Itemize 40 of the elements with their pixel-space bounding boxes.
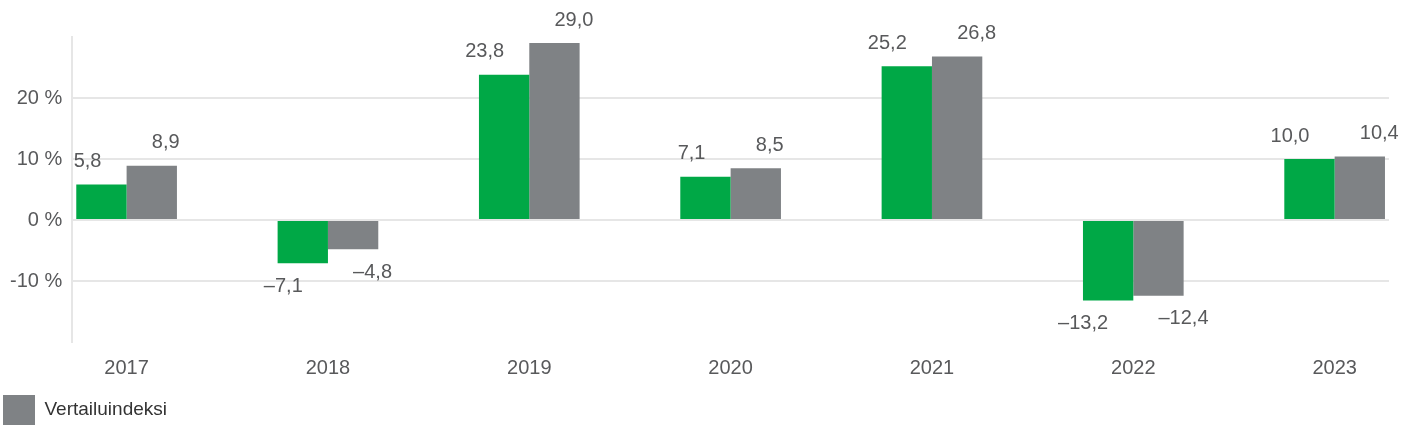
- x-tick-label: 2023: [1312, 355, 1357, 378]
- bar: [730, 168, 781, 219]
- bar: [76, 184, 127, 219]
- bar: [1334, 156, 1385, 219]
- bar: [1133, 221, 1184, 296]
- data-label: 23,8: [465, 39, 505, 62]
- bar: [478, 74, 530, 219]
- bar: [126, 165, 177, 219]
- data-label: 5,8: [73, 149, 102, 172]
- x-tick-label: 2022: [1111, 355, 1156, 378]
- x-tick-label: 2018: [305, 355, 351, 378]
- data-label: 10,4: [1359, 121, 1399, 144]
- bar: [277, 221, 328, 264]
- data-label: 26,8: [957, 21, 997, 44]
- data-label: –7,1: [263, 273, 303, 296]
- data-label: 10,0: [1270, 123, 1310, 146]
- bar: [1284, 159, 1335, 219]
- data-label: 7,1: [677, 141, 706, 164]
- data-label: 8,5: [755, 132, 784, 155]
- bar: [881, 66, 932, 219]
- data-label: 29,0: [554, 7, 594, 30]
- data-label: –12,4: [1158, 306, 1209, 329]
- y-tick-label: 0 %: [27, 207, 63, 230]
- bar: [680, 176, 731, 219]
- data-label: –4,8: [353, 259, 393, 282]
- x-tick-label: 2020: [708, 355, 753, 378]
- y-tick-label: 20 %: [16, 85, 63, 108]
- x-tick-label: 2017: [104, 355, 149, 378]
- bar: [529, 43, 580, 219]
- data-label: 8,9: [151, 130, 180, 153]
- y-tick-label: -10 %: [10, 268, 63, 291]
- data-label: 25,2: [867, 30, 907, 53]
- y-tick-label: 10 %: [16, 146, 63, 169]
- x-tick-label: 2019: [507, 355, 552, 378]
- bar: [327, 221, 379, 250]
- bar: [931, 56, 983, 219]
- data-label: –13,2: [1058, 311, 1109, 334]
- bar: [1082, 221, 1134, 301]
- legend-label: Vertailuindeksi: [44, 398, 168, 420]
- x-tick-label: 2021: [909, 355, 955, 378]
